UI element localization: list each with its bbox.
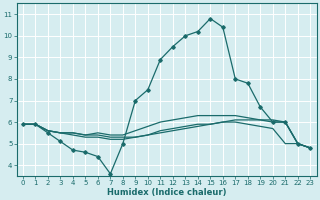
X-axis label: Humidex (Indice chaleur): Humidex (Indice chaleur) xyxy=(107,188,226,197)
